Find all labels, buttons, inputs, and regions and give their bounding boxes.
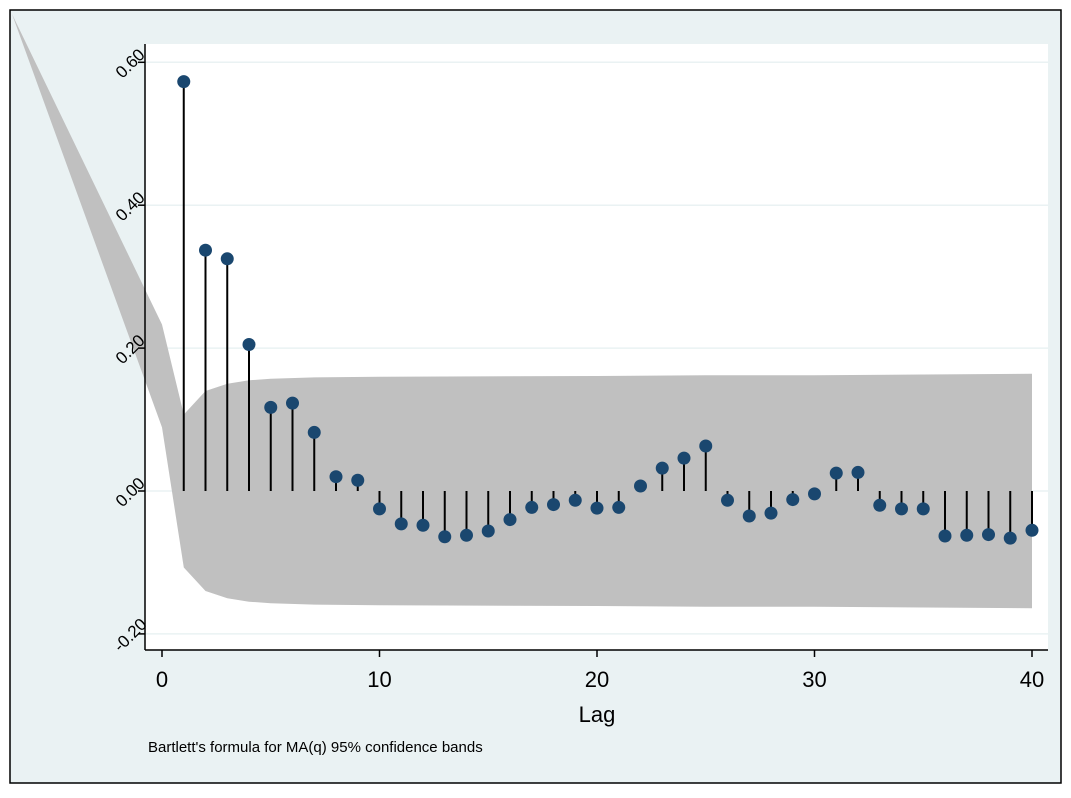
data-point-lag-32 — [851, 465, 865, 479]
x-tick-label-2: 20 — [585, 667, 609, 692]
data-point-lag-14 — [460, 528, 473, 542]
data-point-lag-29 — [786, 493, 800, 507]
data-point-lag-5 — [264, 400, 278, 414]
data-point-lag-40 — [1025, 523, 1039, 537]
data-point-lag-22 — [634, 479, 647, 493]
data-point-lag-38 — [982, 528, 995, 542]
data-point-lag-24 — [677, 451, 691, 465]
data-point-lag-27 — [742, 509, 756, 523]
data-point-lag-16 — [503, 513, 517, 527]
data-point-lag-3 — [220, 252, 234, 266]
data-point-lag-23 — [655, 461, 669, 475]
x-tick-label-3: 30 — [802, 667, 826, 692]
data-point-lag-26 — [721, 493, 734, 507]
data-point-lag-33 — [873, 498, 887, 512]
confidence-band — [12, 14, 1032, 609]
data-point-lag-37 — [960, 528, 974, 542]
data-point-lag-10 — [373, 502, 386, 516]
chart-note: Bartlett's formula for MA(q) 95% confide… — [148, 739, 483, 756]
data-point-lag-18 — [547, 498, 560, 512]
x-tick-label-1: 10 — [367, 667, 391, 692]
data-point-lag-6 — [286, 396, 299, 410]
data-point-lag-19 — [568, 493, 582, 507]
data-point-lag-11 — [394, 517, 408, 531]
data-point-lag-20 — [590, 501, 604, 515]
data-point-lag-36 — [938, 529, 952, 543]
data-point-lag-7 — [307, 425, 321, 439]
data-point-lag-4 — [242, 338, 256, 352]
data-point-lag-9 — [351, 473, 365, 487]
data-point-lag-1 — [177, 75, 191, 89]
x-tick-label-0: 0 — [156, 667, 168, 692]
data-point-lag-35 — [916, 502, 930, 516]
data-point-lag-17 — [525, 500, 539, 514]
data-point-lag-8 — [329, 470, 343, 484]
data-point-lag-12 — [416, 518, 430, 532]
data-point-lag-34 — [895, 502, 908, 516]
data-point-lag-15 — [481, 524, 495, 538]
data-point-lag-39 — [1003, 531, 1017, 545]
data-point-lag-21 — [612, 500, 626, 514]
confidence-band-layer — [12, 14, 1032, 609]
x-axis-title: Lag — [579, 702, 616, 727]
x-tick-label-4: 40 — [1020, 667, 1044, 692]
data-point-lag-31 — [829, 466, 843, 480]
data-point-lag-25 — [699, 439, 713, 453]
data-point-lag-30 — [808, 487, 821, 501]
point-layer — [177, 75, 1039, 545]
data-point-lag-28 — [764, 506, 778, 520]
data-point-lag-13 — [438, 530, 452, 544]
data-point-lag-2 — [199, 243, 212, 257]
